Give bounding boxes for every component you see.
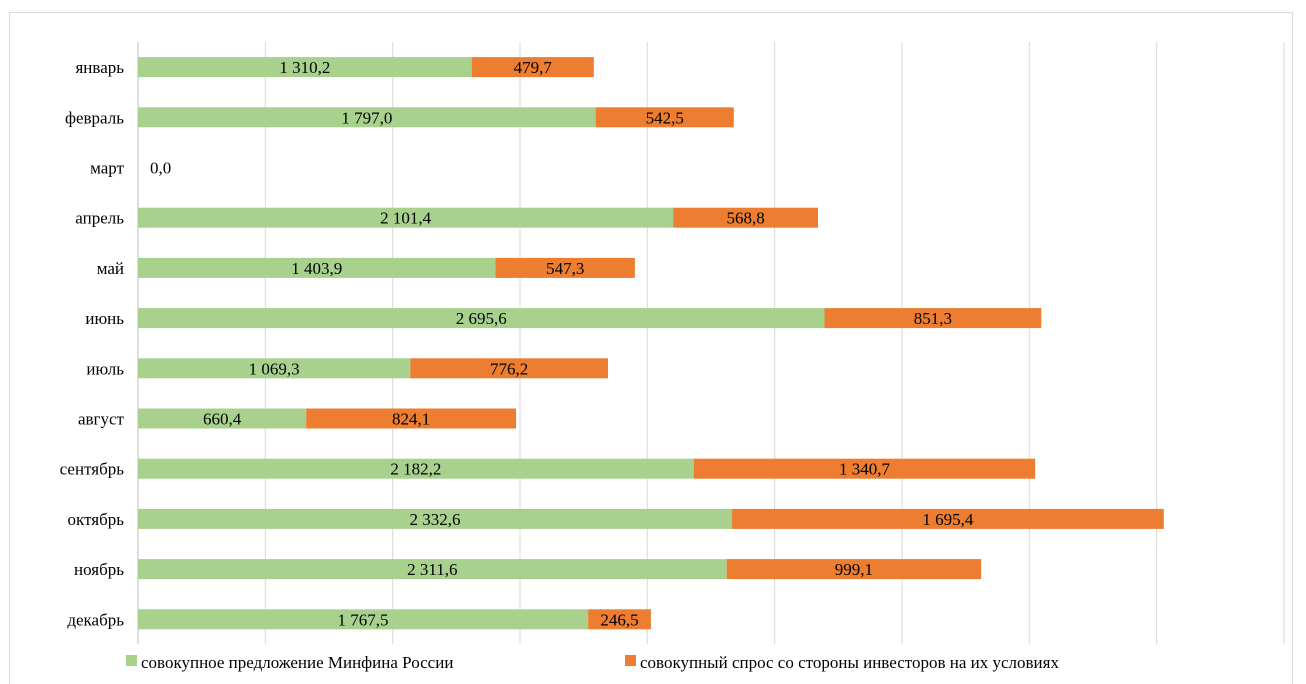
value-label-offer: 1 403,9 — [291, 259, 342, 278]
value-label-demand: 851,3 — [914, 309, 952, 328]
value-label-offer: 2 332,6 — [410, 510, 461, 529]
legend-swatch-demand — [625, 655, 636, 666]
legend: совокупное предложение Минфина России со… — [126, 653, 1059, 672]
legend-label-offer: совокупное предложение Минфина России — [141, 653, 453, 672]
gridlines — [137, 42, 1285, 644]
bar-offer — [138, 508, 733, 529]
value-label-demand: 542,5 — [646, 108, 684, 127]
bars — [138, 57, 1164, 630]
value-label-demand: 776,2 — [490, 359, 528, 378]
bar-offer — [138, 57, 472, 78]
value-labels: 1 310,2 479,7 1 797,0 542,5 0,0 2 101,4 568,8 1… — [150, 58, 974, 629]
value-label-demand: 568,8 — [726, 209, 764, 228]
bar-offer — [138, 559, 727, 580]
chart-frame — [9, 12, 1293, 684]
value-label-demand: 1 340,7 — [839, 460, 891, 479]
category-label: февраль — [65, 108, 124, 127]
value-label-demand: 246,5 — [600, 610, 638, 629]
value-label-demand: 1 695,4 — [922, 510, 974, 529]
bar-offer — [138, 308, 825, 329]
category-label: декабрь — [67, 610, 124, 629]
category-label: март — [90, 159, 124, 178]
category-label: январь — [75, 58, 124, 77]
bar-demand — [595, 107, 734, 128]
bar-demand — [471, 57, 594, 78]
value-label-offer: 1 767,5 — [338, 610, 389, 629]
value-label-offer: 2 101,4 — [380, 209, 432, 228]
category-label: ноябрь — [74, 560, 124, 579]
category-label: июнь — [85, 309, 124, 328]
category-label: сентябрь — [60, 460, 125, 479]
value-label-offer: 1 797,0 — [341, 108, 392, 127]
category-label: май — [97, 259, 124, 278]
bar-offer — [138, 408, 307, 429]
bar-offer — [138, 609, 589, 630]
value-label-offer: 660,4 — [203, 410, 242, 429]
category-label: июль — [86, 359, 124, 378]
value-label-offer: 2 182,2 — [390, 460, 441, 479]
value-label-demand: 547,3 — [546, 259, 584, 278]
category-labels: январь февраль март апрель май июнь июль август… — [60, 58, 125, 629]
value-label-offer: 1 069,3 — [249, 359, 300, 378]
bar-demand — [824, 308, 1042, 329]
bar-offer — [138, 107, 596, 128]
bar-offer — [138, 207, 674, 228]
bar-demand — [673, 207, 819, 228]
value-label-demand: 479,7 — [514, 58, 553, 77]
bar-demand — [693, 458, 1036, 479]
value-label-offer: 2 311,6 — [407, 560, 457, 579]
legend-label-demand: совокупный спрос со стороны инвесторов н… — [640, 653, 1059, 672]
value-label-offer: 1 310,2 — [279, 58, 330, 77]
bar-demand — [732, 508, 1164, 529]
category-label: август — [78, 410, 125, 429]
category-label: октябрь — [68, 510, 125, 529]
bar-demand — [588, 609, 651, 630]
bar-offer — [138, 358, 411, 379]
bar-demand — [410, 358, 608, 379]
bar-demand — [306, 408, 517, 429]
bar-offer — [138, 257, 496, 278]
bar-offer — [138, 458, 694, 479]
value-label-demand: 824,1 — [392, 410, 430, 429]
bar-demand — [495, 257, 635, 278]
value-label-demand: 999,1 — [835, 560, 873, 579]
bar-demand — [726, 559, 982, 580]
value-label-offer: 0,0 — [150, 159, 171, 178]
legend-swatch-offer — [126, 655, 137, 666]
value-label-offer: 2 695,6 — [456, 309, 507, 328]
category-label: апрель — [75, 209, 124, 228]
